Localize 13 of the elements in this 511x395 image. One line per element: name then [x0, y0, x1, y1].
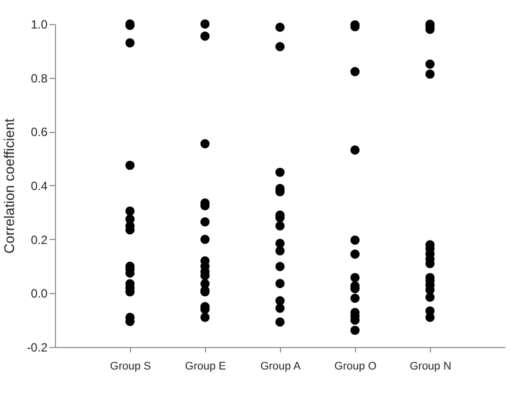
x-tick-label: Group S — [110, 360, 151, 372]
y-tick-label: -0.2 — [26, 340, 48, 354]
x-tick-label: Group N — [410, 360, 452, 372]
y-tick-label: 0.8 — [30, 71, 48, 86]
y-tick-label: 0.0 — [30, 286, 48, 301]
y-tick-label: 1.0 — [30, 18, 48, 32]
y-tick-label: 0.4 — [30, 179, 48, 193]
y-tick-label: 0.6 — [30, 125, 48, 140]
y-axis-title: Correlation coefficient — [0, 118, 17, 254]
y-tick-label: 0.2 — [30, 232, 48, 247]
x-tick-label: Group E — [185, 360, 226, 372]
x-tick-label: Group A — [260, 360, 302, 372]
x-tick-label: Group O — [334, 360, 378, 372]
